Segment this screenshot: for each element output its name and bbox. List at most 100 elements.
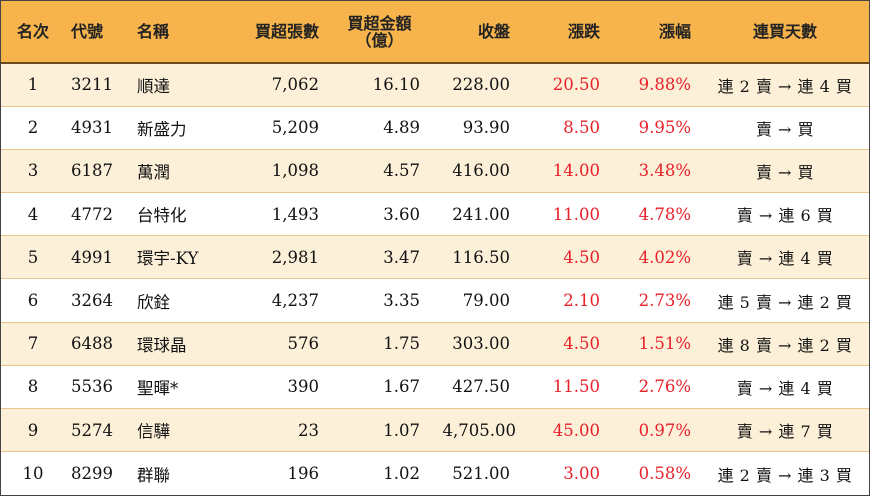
- cell-net-buy-lots: 196: [237, 451, 329, 495]
- cell-name: 信驊: [131, 407, 237, 452]
- cell-code: 3264: [65, 278, 131, 323]
- cell-rank: 9: [1, 407, 65, 452]
- header-net-buy-amount-line1: 買超金額: [347, 13, 412, 33]
- cell-change: 11.00: [520, 192, 610, 236]
- cell-streak: 連 2 賣 → 連 3 買: [701, 451, 869, 495]
- cell-change-pct: 2.73%: [610, 278, 701, 323]
- cell-streak: 連 8 賣 → 連 2 買: [701, 321, 869, 366]
- cell-code: 4931: [65, 105, 131, 150]
- cell-code: 5274: [65, 407, 131, 452]
- header-streak: 連買天數: [701, 1, 869, 64]
- cell-name: 環球晶: [131, 321, 237, 366]
- header-code: 代號: [65, 1, 131, 64]
- cell-name: 欣銓: [131, 278, 237, 323]
- cell-close: 4,705.00: [430, 407, 520, 452]
- cell-close: 521.00: [430, 451, 520, 495]
- cell-net-buy-lots: 2,981: [237, 235, 329, 279]
- cell-change: 2.10: [520, 278, 610, 323]
- header-name: 名稱: [131, 1, 237, 64]
- table-row: 3 6187 萬潤 1,098 4.57 416.00 14.00 3.48% …: [1, 148, 869, 193]
- cell-change-pct: 4.78%: [610, 192, 701, 236]
- cell-change: 3.00: [520, 451, 610, 495]
- cell-rank: 8: [1, 364, 65, 409]
- cell-net-buy-lots: 390: [237, 364, 329, 409]
- header-change: 漲跌: [520, 1, 610, 64]
- cell-streak: 賣 → 買: [701, 148, 869, 193]
- cell-close: 416.00: [430, 148, 520, 193]
- cell-code: 6488: [65, 321, 131, 366]
- cell-net-buy-amount: 3.47: [329, 235, 430, 279]
- cell-change-pct: 0.58%: [610, 451, 701, 495]
- cell-change-pct: 9.88%: [638, 75, 691, 95]
- cell-change: 14.00: [520, 148, 610, 193]
- cell-streak: 賣 → 買: [701, 105, 869, 150]
- cell-close: 228.00: [452, 75, 510, 95]
- cell-rank: 5: [1, 235, 65, 279]
- table-row: 1 3211 順達 7,062 16.10 228.00 20.50 9.88%…: [1, 63, 869, 107]
- cell-close: 427.50: [430, 364, 520, 409]
- cell-net-buy-lots: 23: [237, 407, 329, 452]
- table-row: 7 6488 環球晶 576 1.75 303.00 4.50 1.51% 連 …: [1, 321, 869, 366]
- cell-streak: 賣 → 連 4 買: [701, 235, 869, 279]
- cell-code: 6187: [65, 148, 131, 193]
- cell-change: 20.50: [552, 75, 600, 95]
- header-net-buy-amount: 買超金額 （億）: [329, 1, 430, 64]
- header-close: 收盤: [430, 1, 520, 64]
- cell-rank: 2: [1, 105, 65, 150]
- cell-net-buy-amount: 3.35: [329, 278, 430, 323]
- cell-change: 45.00: [520, 407, 610, 452]
- cell-streak: 賣 → 連 4 買: [701, 364, 869, 409]
- cell-close: 303.00: [430, 321, 520, 366]
- cell-net-buy-lots: 576: [237, 321, 329, 366]
- cell-streak: 連 2 賣 → 連 4 買: [717, 76, 853, 96]
- cell-net-buy-amount: 4.89: [329, 105, 430, 150]
- cell-change: 8.50: [520, 105, 610, 150]
- table-row: 10 8299 群聯 196 1.02 521.00 3.00 0.58% 連 …: [1, 451, 869, 495]
- cell-net-buy-lots: 7,062: [271, 75, 319, 95]
- header-change-pct: 漲幅: [610, 1, 701, 64]
- table-row: 5 4991 環宇-KY 2,981 3.47 116.50 4.50 4.02…: [1, 235, 869, 279]
- cell-rank: 10: [1, 451, 65, 495]
- table-row: 4 4772 台特化 1,493 3.60 241.00 11.00 4.78%…: [1, 192, 869, 236]
- cell-rank: 7: [1, 321, 65, 366]
- cell-name: 萬潤: [131, 148, 237, 193]
- cell-streak: 賣 → 連 7 買: [701, 407, 869, 452]
- table-row: 2 4931 新盛力 5,209 4.89 93.90 8.50 9.95% 賣…: [1, 105, 869, 150]
- cell-rank: 1: [27, 75, 39, 95]
- cell-change: 4.50: [520, 321, 610, 366]
- header-net-buy-lots: 買超張數: [237, 1, 329, 64]
- cell-net-buy-amount: 3.60: [329, 192, 430, 236]
- cell-change-pct: 0.97%: [610, 407, 701, 452]
- cell-change-pct: 1.51%: [610, 321, 701, 366]
- cell-change: 4.50: [520, 235, 610, 279]
- cell-net-buy-amount: 1.75: [329, 321, 430, 366]
- cell-name: 聖暉*: [131, 364, 237, 409]
- cell-close: 93.90: [430, 105, 520, 150]
- cell-net-buy-lots: 1,493: [237, 192, 329, 236]
- cell-close: 241.00: [430, 192, 520, 236]
- table-body: 1 3211 順達 7,062 16.10 228.00 20.50 9.88%…: [1, 63, 869, 495]
- cell-net-buy-amount: 1.67: [329, 364, 430, 409]
- cell-change-pct: 9.95%: [610, 105, 701, 150]
- cell-change-pct: 4.02%: [610, 235, 701, 279]
- cell-change-pct: 3.48%: [610, 148, 701, 193]
- cell-rank: 3: [1, 148, 65, 193]
- cell-change: 11.50: [520, 364, 610, 409]
- cell-streak: 連 5 賣 → 連 2 買: [701, 278, 869, 323]
- cell-change-pct: 2.76%: [610, 364, 701, 409]
- cell-code: 5536: [65, 364, 131, 409]
- cell-rank: 6: [1, 278, 65, 323]
- cell-net-buy-lots: 4,237: [237, 278, 329, 323]
- header-net-buy-amount-line2: （億）: [355, 30, 404, 50]
- cell-net-buy-amount: 16.10: [372, 75, 420, 95]
- table-header-row: 名次 代號 名稱 買超張數 買超金額 （億） 收盤 漲跌 漲幅 連買天數: [1, 1, 869, 64]
- cell-name: 群聯: [131, 451, 237, 495]
- table-row: 9 5274 信驊 23 1.07 4,705.00 45.00 0.97% 賣…: [1, 407, 869, 452]
- cell-code: 8299: [65, 451, 131, 495]
- cell-net-buy-amount: 1.02: [329, 451, 430, 495]
- cell-rank: 4: [1, 192, 65, 236]
- cell-name: 環宇-KY: [131, 235, 237, 279]
- cell-close: 116.50: [430, 235, 520, 279]
